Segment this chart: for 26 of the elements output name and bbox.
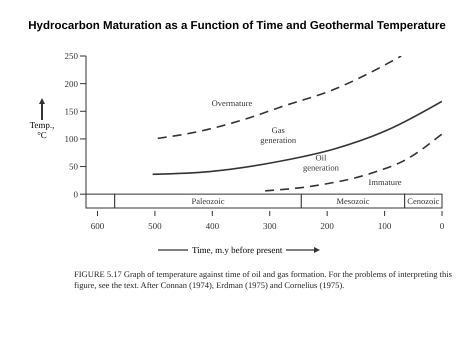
- y-tick-label: 0: [74, 189, 78, 200]
- x-tick-label: 100: [378, 221, 392, 231]
- annotation: Overmature: [212, 98, 252, 108]
- x-tick-label: 200: [320, 221, 334, 231]
- y-axis-title: Temp., °C: [28, 120, 56, 140]
- x-tick-label: 300: [262, 221, 277, 231]
- y-tick-label: 50: [69, 162, 78, 172]
- annotation: Immature: [368, 177, 402, 188]
- y-tick-label: 250: [64, 51, 78, 62]
- chart-title: Hydrocarbon Maturation as a Function of Time and Geothermal Temperature: [27, 20, 447, 32]
- band-label: Cenozoic: [407, 196, 440, 206]
- x-tick-label: 500: [148, 221, 162, 231]
- y-tick-label: 200: [64, 78, 78, 89]
- x-tick-label: 600: [90, 221, 105, 231]
- band-label: Paleozoic: [191, 196, 225, 206]
- line-series: [152, 100, 442, 176]
- y-tick-label: 150: [64, 106, 78, 116]
- band-label: Mesozoic: [336, 196, 370, 206]
- x-tick-label: 400: [206, 221, 220, 231]
- annotation: Gas generation: [260, 125, 297, 146]
- x-axis-title: Time, m.y before present: [192, 245, 282, 255]
- caption: FIGURE 5.17 Graph of temperature against time of oil and gas formation. For the problems of interpreting this figure, see the text. After Connan (1974), Erdman (1975) and Cornelius (1975).: [74, 269, 453, 290]
- line-series: [156, 56, 402, 140]
- annotation: Oil generation: [303, 152, 340, 172]
- x-tick-label: 0: [440, 221, 445, 231]
- y-tick-label: 100: [64, 134, 78, 144]
